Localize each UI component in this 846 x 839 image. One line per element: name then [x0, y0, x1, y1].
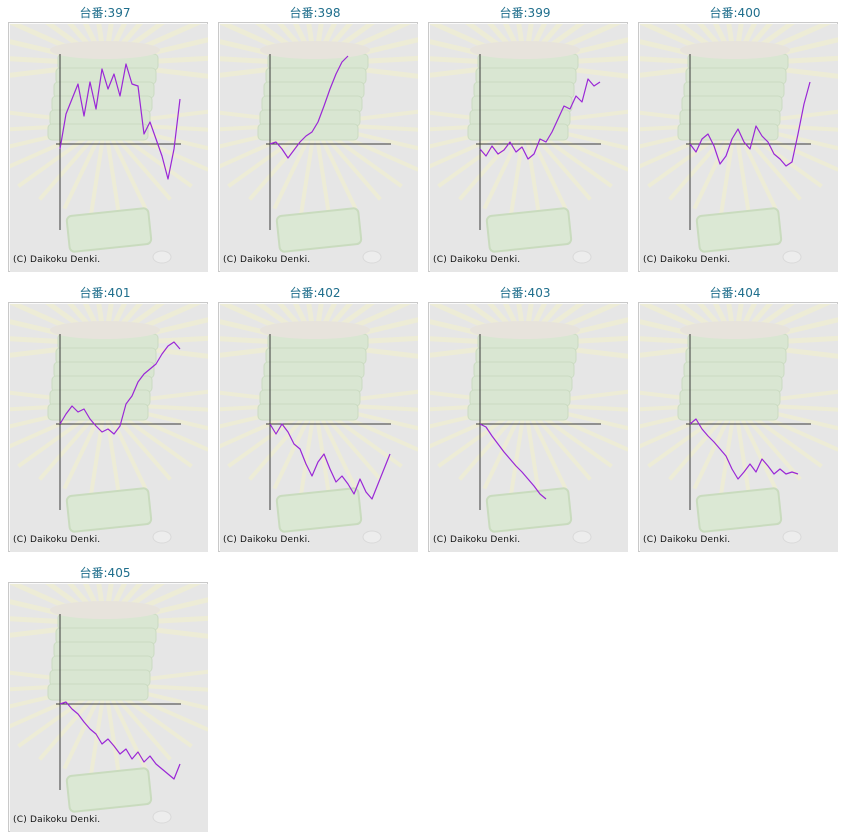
payout-series-line	[269, 423, 391, 500]
slump-graph-panel: (C) Daikoku Denki.	[638, 22, 838, 272]
payout-series-line	[689, 81, 811, 167]
machine-watermark-icon	[220, 24, 418, 264]
slump-graph-panel: (C) Daikoku Denki.	[8, 302, 208, 552]
slump-graph-panel: (C) Daikoku Denki.	[428, 302, 628, 552]
machine-watermark-icon	[640, 304, 838, 544]
slump-graph-svg	[220, 24, 418, 272]
payout-series-line	[59, 63, 181, 180]
slump-graph-panel: (C) Daikoku Denki.	[8, 582, 208, 832]
copyright-text: (C) Daikoku Denki.	[643, 535, 731, 545]
slump-graph-panel: (C) Daikoku Denki.	[638, 302, 838, 552]
copyright-text: (C) Daikoku Denki.	[13, 815, 101, 825]
machine-number-title[interactable]: 台番:400	[709, 6, 761, 20]
slump-graph-panel: (C) Daikoku Denki.	[218, 302, 418, 552]
machine-number-title[interactable]: 台番:404	[709, 286, 761, 300]
slump-graph-svg	[10, 24, 208, 272]
copyright-text: (C) Daikoku Denki.	[13, 255, 101, 265]
machine-number-title[interactable]: 台番:401	[79, 286, 131, 300]
machine-watermark-icon	[220, 304, 418, 544]
slump-graph-svg	[220, 304, 418, 552]
slump-graph-svg	[10, 304, 208, 552]
machine-number-title[interactable]: 台番:402	[289, 286, 341, 300]
payout-series-line	[479, 423, 547, 500]
machine-graph-card: 台番:403 (C) Daikoku Denki.	[428, 280, 628, 556]
machine-graph-card: 台番:404 (C) Daikoku Denki.	[638, 280, 838, 556]
machine-watermark-icon	[10, 584, 208, 824]
slump-graph-svg	[10, 584, 208, 832]
slump-graph-panel: (C) Daikoku Denki.	[8, 22, 208, 272]
copyright-text: (C) Daikoku Denki.	[433, 255, 521, 265]
machine-graph-card: 台番:397 (C) Daikoku Denki.	[8, 0, 208, 276]
slump-graph-svg	[640, 24, 838, 272]
machine-watermark-icon	[10, 24, 208, 264]
machine-number-title[interactable]: 台番:398	[289, 6, 341, 20]
machine-watermark-icon	[430, 304, 628, 544]
machine-graph-card: 台番:398 (C) Daikoku Denki.	[218, 0, 418, 276]
machine-number-title[interactable]: 台番:399	[499, 6, 551, 20]
slump-graph-svg	[640, 304, 838, 552]
machine-graph-card: 台番:402 (C) Daikoku Denki.	[218, 280, 418, 556]
payout-series-line	[269, 55, 349, 159]
copyright-text: (C) Daikoku Denki.	[433, 535, 521, 545]
slump-graph-panel: (C) Daikoku Denki.	[428, 22, 628, 272]
payout-series-line	[689, 418, 799, 480]
payout-series-line	[59, 341, 181, 435]
machine-number-title[interactable]: 台番:397	[79, 6, 131, 20]
slump-graph-svg	[430, 24, 628, 272]
copyright-text: (C) Daikoku Denki.	[223, 255, 311, 265]
machine-watermark-icon	[10, 304, 208, 544]
machine-watermark-icon	[640, 24, 838, 264]
machine-graph-card: 台番:405 (C) Daikoku Denki.	[8, 560, 208, 836]
machine-graph-card: 台番:401 (C) Daikoku Denki.	[8, 280, 208, 556]
machine-number-title[interactable]: 台番:403	[499, 286, 551, 300]
machine-number-title[interactable]: 台番:405	[79, 566, 131, 580]
slump-graph-panel: (C) Daikoku Denki.	[218, 22, 418, 272]
machine-watermark-icon	[430, 24, 628, 264]
copyright-text: (C) Daikoku Denki.	[13, 535, 101, 545]
copyright-text: (C) Daikoku Denki.	[643, 255, 731, 265]
slump-graph-svg	[430, 304, 628, 552]
payout-series-line	[59, 701, 181, 780]
copyright-text: (C) Daikoku Denki.	[223, 535, 311, 545]
payout-series-line	[479, 78, 601, 160]
machine-graph-card: 台番:400 (C) Daikoku Denki.	[638, 0, 838, 276]
machine-graph-card: 台番:399 (C) Daikoku Denki.	[428, 0, 628, 276]
